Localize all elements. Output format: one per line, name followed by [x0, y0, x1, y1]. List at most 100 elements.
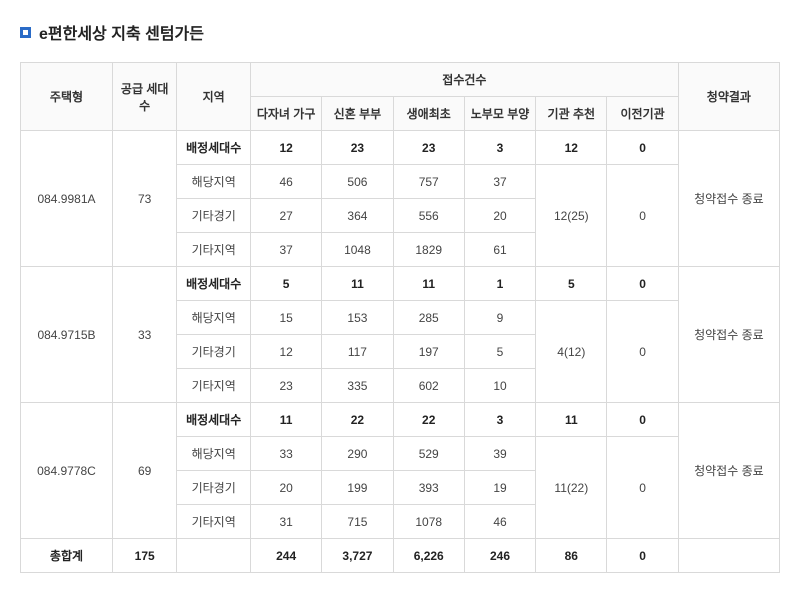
cell: 37	[250, 233, 321, 267]
cell: 23	[393, 131, 464, 165]
cell: 12	[536, 131, 607, 165]
table-header: 주택형 공급 세대수 지역 접수건수 청약결과 다자녀 가구 신혼 부부 생애최…	[21, 63, 780, 131]
table-row: 084.9715B33배정세대수51111150청약접수 종료	[21, 267, 780, 301]
cell-region-assigned: 배정세대수	[177, 267, 251, 301]
bullet-icon	[20, 27, 31, 38]
cell: 11	[393, 267, 464, 301]
cell: 11	[250, 403, 321, 437]
table-row: 084.9981A73배정세대수1223233120청약접수 종료	[21, 131, 780, 165]
cell: 0	[607, 539, 678, 573]
title-row: e편한세상 지축 센텀가든	[20, 20, 780, 44]
cell-result: 청약접수 종료	[678, 131, 779, 267]
cell: 22	[393, 403, 464, 437]
cell: 153	[322, 301, 393, 335]
table-row: 084.9778C69배정세대수1122223110청약접수 종료	[21, 403, 780, 437]
cell-type: 084.9715B	[21, 267, 113, 403]
cell: 22	[322, 403, 393, 437]
cell-supply: 73	[112, 131, 176, 267]
cell: 20	[250, 471, 321, 505]
cell: 5	[536, 267, 607, 301]
th-region: 지역	[177, 63, 251, 131]
cell: 506	[322, 165, 393, 199]
cell: 335	[322, 369, 393, 403]
cell-prev-merged: 0	[607, 437, 678, 539]
cell-region-assigned: 배정세대수	[177, 131, 251, 165]
table-body: 084.9981A73배정세대수1223233120청약접수 종료해당지역465…	[21, 131, 780, 573]
data-table: 주택형 공급 세대수 지역 접수건수 청약결과 다자녀 가구 신혼 부부 생애최…	[20, 62, 780, 573]
cell: 15	[250, 301, 321, 335]
cell-prev-merged: 0	[607, 301, 678, 403]
cell: 1829	[393, 233, 464, 267]
th-agency: 기관 추천	[536, 97, 607, 131]
cell: 12	[250, 335, 321, 369]
cell-result: 청약접수 종료	[678, 403, 779, 539]
cell-region-local: 해당지역	[177, 165, 251, 199]
cell-region-other: 기타지역	[177, 505, 251, 539]
cell	[678, 539, 779, 573]
cell: 556	[393, 199, 464, 233]
table-row-total: 총합계1752443,7276,226246860	[21, 539, 780, 573]
cell: 39	[464, 437, 535, 471]
cell-type: 084.9778C	[21, 403, 113, 539]
cell: 3,727	[322, 539, 393, 573]
cell: 33	[250, 437, 321, 471]
cell: 23	[250, 369, 321, 403]
cell-region-assigned: 배정세대수	[177, 403, 251, 437]
cell: 5	[464, 335, 535, 369]
cell-region-othergg: 기타경기	[177, 471, 251, 505]
cell: 1048	[322, 233, 393, 267]
cell-agency-merged: 11(22)	[536, 437, 607, 539]
cell-region-other: 기타지역	[177, 369, 251, 403]
th-multi: 다자녀 가구	[250, 97, 321, 131]
cell-agency-merged: 12(25)	[536, 165, 607, 267]
cell: 0	[607, 131, 678, 165]
cell: 46	[250, 165, 321, 199]
cell: 61	[464, 233, 535, 267]
cell-prev-merged: 0	[607, 165, 678, 267]
cell-region-othergg: 기타경기	[177, 335, 251, 369]
cell: 117	[322, 335, 393, 369]
cell-result: 청약접수 종료	[678, 267, 779, 403]
cell: 11	[322, 267, 393, 301]
cell: 5	[250, 267, 321, 301]
cell: 199	[322, 471, 393, 505]
cell: 0	[607, 267, 678, 301]
cell: 290	[322, 437, 393, 471]
th-prev: 이전기관	[607, 97, 678, 131]
cell: 175	[112, 539, 176, 573]
cell: 1078	[393, 505, 464, 539]
cell: 10	[464, 369, 535, 403]
th-supply: 공급 세대수	[112, 63, 176, 131]
th-house-type: 주택형	[21, 63, 113, 131]
cell: 715	[322, 505, 393, 539]
cell: 46	[464, 505, 535, 539]
cell: 86	[536, 539, 607, 573]
cell-region-othergg: 기타경기	[177, 199, 251, 233]
cell-region-local: 해당지역	[177, 301, 251, 335]
cell: 529	[393, 437, 464, 471]
cell: 364	[322, 199, 393, 233]
cell-region-other: 기타지역	[177, 233, 251, 267]
cell: 197	[393, 335, 464, 369]
cell-supply: 69	[112, 403, 176, 539]
cell-region-local: 해당지역	[177, 437, 251, 471]
cell	[177, 539, 251, 573]
cell: 285	[393, 301, 464, 335]
cell: 20	[464, 199, 535, 233]
cell: 12	[250, 131, 321, 165]
page-title: e편한세상 지축 센텀가든	[39, 20, 204, 44]
cell: 246	[464, 539, 535, 573]
cell: 27	[250, 199, 321, 233]
cell: 393	[393, 471, 464, 505]
th-result: 청약결과	[678, 63, 779, 131]
cell: 3	[464, 403, 535, 437]
cell: 0	[607, 403, 678, 437]
cell-total-label: 총합계	[21, 539, 113, 573]
th-newly: 신혼 부부	[322, 97, 393, 131]
th-app-group: 접수건수	[250, 63, 678, 97]
cell: 37	[464, 165, 535, 199]
cell: 1	[464, 267, 535, 301]
cell: 6,226	[393, 539, 464, 573]
cell-supply: 33	[112, 267, 176, 403]
cell: 602	[393, 369, 464, 403]
